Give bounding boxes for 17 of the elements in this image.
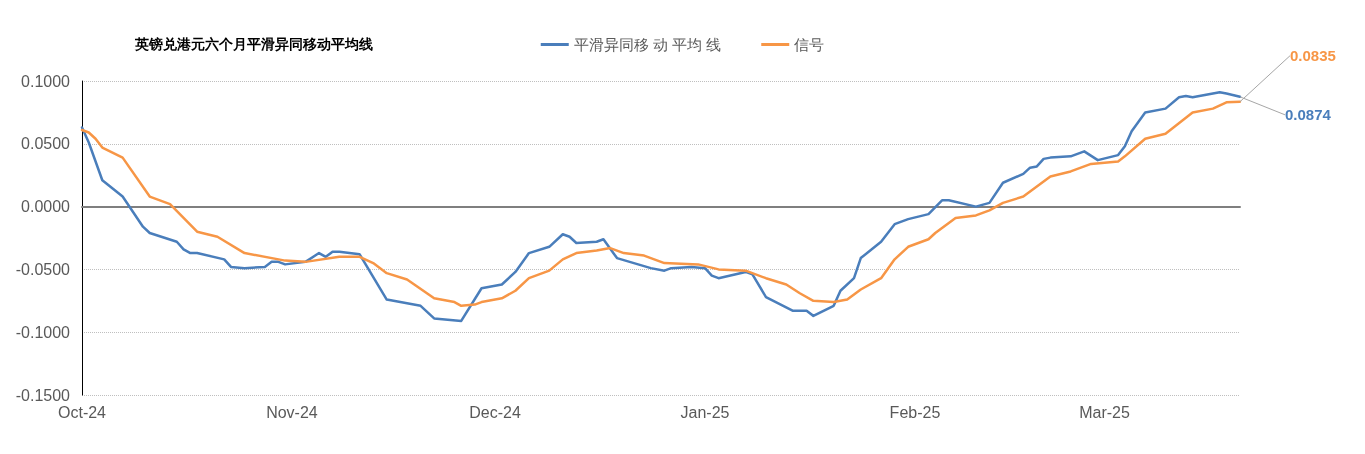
y-tick-label: -0.1500 xyxy=(15,386,71,404)
data-label: 0.0874 xyxy=(1285,106,1332,124)
legend-label: 信号 xyxy=(794,36,825,53)
y-tick-label: 0.0500 xyxy=(21,135,71,153)
x-tick-label: Jan-25 xyxy=(680,403,730,421)
x-tick-label: Nov-24 xyxy=(266,403,318,421)
chart-title: 英镑兑港元六个月平滑异同移动平均线 xyxy=(134,36,373,52)
x-tick-label: Dec-24 xyxy=(469,403,521,421)
x-tick-label: Feb-25 xyxy=(889,403,941,421)
legend-label: 平滑异同移 动 平均 线 xyxy=(573,36,722,53)
y-tick-label: -0.1000 xyxy=(15,323,71,341)
x-tick-label: Oct-24 xyxy=(57,403,107,421)
data-label: 0.0835 xyxy=(1290,47,1336,65)
x-tick-label: Mar-25 xyxy=(1079,403,1130,421)
y-tick-label: -0.0500 xyxy=(15,260,71,278)
y-tick-label: 0.0000 xyxy=(21,198,71,216)
y-tick-label: 0.1000 xyxy=(21,72,71,90)
